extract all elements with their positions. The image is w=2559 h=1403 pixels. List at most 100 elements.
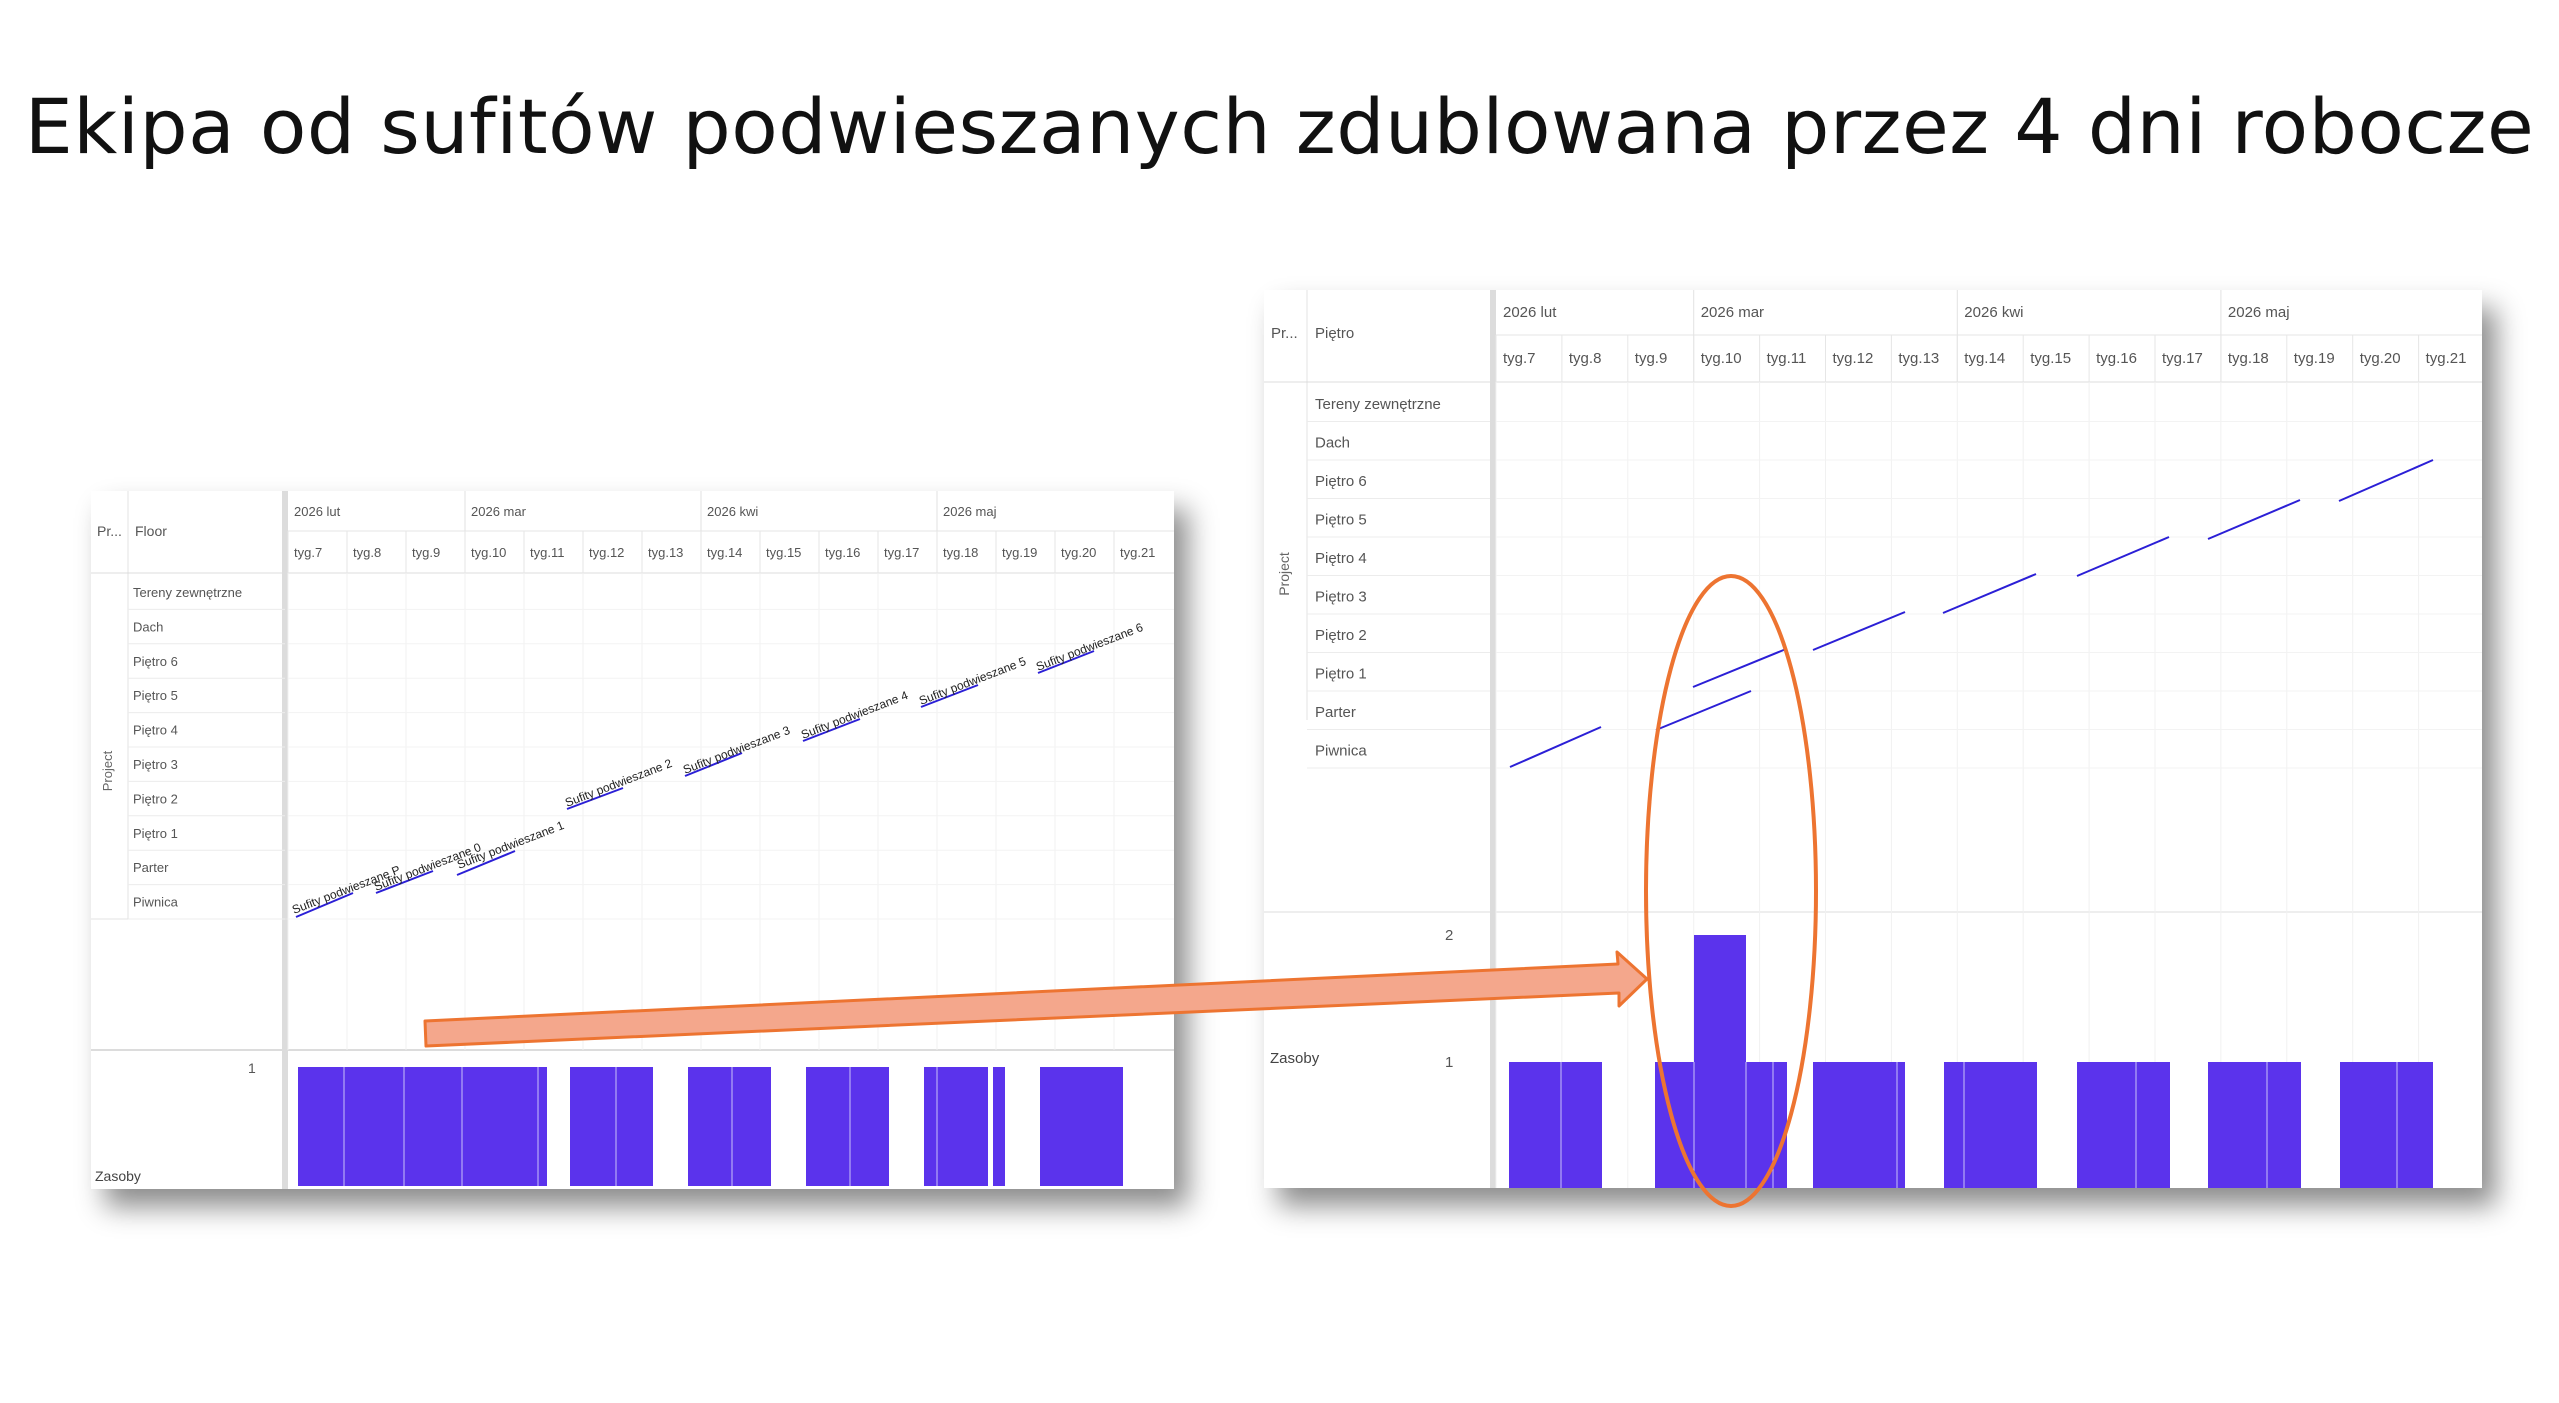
task-link-segment[interactable] bbox=[684, 752, 743, 777]
week-header: tyg.8 bbox=[1569, 350, 1602, 367]
floor-row-label: Piętro 1 bbox=[133, 826, 178, 841]
month-header: 2026 kwi bbox=[707, 504, 758, 519]
task-label[interactable]: Sufity podwieszane 5 bbox=[917, 654, 1028, 708]
week-header: tyg.16 bbox=[2096, 350, 2137, 367]
floor-row-label: Piętro 2 bbox=[133, 791, 178, 806]
floor-row-label: Tereny zewnętrzne bbox=[1315, 396, 1441, 413]
task-link-segment[interactable] bbox=[295, 892, 354, 918]
week-header: tyg.16 bbox=[825, 545, 860, 560]
floor-row-label: Piętro 1 bbox=[1315, 666, 1367, 683]
floor-row-label: Piętro 6 bbox=[133, 654, 178, 669]
task-link-segment[interactable] bbox=[566, 787, 624, 810]
task-link-segment[interactable] bbox=[375, 870, 434, 894]
task-link-segment[interactable] bbox=[802, 718, 861, 742]
resource-bar[interactable] bbox=[1813, 1062, 1905, 1188]
floor-row-label: Dach bbox=[1315, 435, 1350, 452]
resource-bar[interactable] bbox=[2077, 1062, 2170, 1188]
floor-column-header[interactable]: Piętro bbox=[1315, 325, 1354, 342]
task-link-segment[interactable] bbox=[2207, 499, 2301, 540]
resource-bar[interactable] bbox=[298, 1067, 547, 1186]
task-link-segment[interactable] bbox=[2076, 536, 2170, 577]
week-header: tyg.8 bbox=[353, 545, 381, 560]
week-header: tyg.9 bbox=[412, 545, 440, 560]
week-header: tyg.12 bbox=[589, 545, 624, 560]
resource-bar[interactable] bbox=[2208, 1062, 2301, 1188]
task-link-segment[interactable] bbox=[1655, 690, 1752, 731]
week-header: tyg.7 bbox=[1503, 350, 1536, 367]
week-header: tyg.19 bbox=[2294, 350, 2335, 367]
month-header: 2026 mar bbox=[471, 504, 527, 519]
month-header: 2026 maj bbox=[943, 504, 997, 519]
floor-row-label: Piwnica bbox=[1315, 743, 1367, 760]
task-link-segment[interactable] bbox=[920, 684, 979, 708]
week-header: tyg.12 bbox=[1833, 350, 1874, 367]
resource-bar[interactable] bbox=[1040, 1067, 1123, 1186]
week-header: tyg.13 bbox=[1898, 350, 1939, 367]
week-header: tyg.10 bbox=[1701, 350, 1742, 367]
month-header: 2026 lut bbox=[294, 504, 341, 519]
floor-row-label: Dach bbox=[133, 619, 163, 634]
week-header: tyg.11 bbox=[530, 545, 564, 560]
week-header: tyg.14 bbox=[1964, 350, 2005, 367]
floor-row-label: Piętro 5 bbox=[133, 688, 178, 703]
week-header: tyg.11 bbox=[1767, 350, 1807, 367]
week-header: tyg.15 bbox=[2030, 350, 2071, 367]
resource-bar[interactable] bbox=[1944, 1062, 2037, 1188]
week-header: tyg.7 bbox=[294, 545, 322, 560]
slide-title: Ekipa od sufitów podwieszanych zdublowan… bbox=[24, 82, 2535, 171]
floor-row-label: Piwnica bbox=[133, 895, 179, 910]
resource-bar-peak[interactable] bbox=[1694, 935, 1746, 1063]
resource-bar[interactable] bbox=[924, 1067, 988, 1186]
resource-bar[interactable] bbox=[2340, 1062, 2433, 1188]
week-header: tyg.14 bbox=[707, 545, 742, 560]
week-header: tyg.21 bbox=[2426, 350, 2467, 367]
floor-column-header[interactable]: Floor bbox=[135, 523, 167, 539]
week-header: tyg.9 bbox=[1635, 350, 1668, 367]
gantt-chart-after: Pr... Piętro Project 2026 lut 2026 mar 202… bbox=[1264, 290, 2482, 1188]
resource-bar[interactable] bbox=[993, 1067, 1005, 1186]
floor-row-label: Tereny zewnętrzne bbox=[133, 585, 242, 600]
week-header: tyg.20 bbox=[1061, 545, 1096, 560]
resource-bar[interactable] bbox=[570, 1067, 653, 1186]
task-link-segment[interactable] bbox=[1037, 650, 1095, 674]
project-column-header[interactable]: Pr... bbox=[1271, 325, 1298, 342]
task-link-segment[interactable] bbox=[1942, 573, 2037, 614]
task-link-segment[interactable] bbox=[1509, 726, 1602, 768]
week-header: tyg.17 bbox=[2162, 350, 2203, 367]
floor-row-label: Piętro 6 bbox=[1315, 473, 1367, 490]
project-side-label: Project bbox=[100, 750, 115, 791]
task-label[interactable]: Sufity podwieszane 6 bbox=[1034, 620, 1145, 674]
floor-row-label: Piętro 3 bbox=[1315, 589, 1367, 606]
week-header: tyg.20 bbox=[2360, 350, 2401, 367]
task-link-segment[interactable] bbox=[1692, 648, 1787, 688]
resource-bar[interactable] bbox=[688, 1067, 771, 1186]
task-label[interactable]: Sufity podwieszane 4 bbox=[799, 688, 910, 742]
floor-row-label: Piętro 4 bbox=[133, 723, 178, 738]
month-header: 2026 maj bbox=[2228, 304, 2290, 321]
task-label[interactable]: Sufity podwieszane 3 bbox=[681, 723, 792, 777]
gantt-chart-before: Pr... Floor Project 2026 lut 2026 mar 2026… bbox=[91, 491, 1174, 1189]
task-label[interactable]: Sufity podwieszane 2 bbox=[563, 756, 674, 810]
floor-row-label: Piętro 2 bbox=[1315, 627, 1367, 644]
task-link-segment[interactable] bbox=[1812, 611, 1906, 651]
week-header: tyg.21 bbox=[1120, 545, 1155, 560]
resources-label: Zasoby bbox=[1270, 1050, 1320, 1067]
project-side-label: Project bbox=[1276, 552, 1292, 596]
floor-row-label: Piętro 4 bbox=[1315, 550, 1367, 567]
week-header: tyg.19 bbox=[1002, 545, 1037, 560]
resource-bar[interactable] bbox=[1655, 1062, 1787, 1188]
floor-row-label: Parter bbox=[133, 860, 169, 875]
project-column-header[interactable]: Pr... bbox=[97, 523, 122, 539]
resource-bar[interactable] bbox=[806, 1067, 889, 1186]
month-header: 2026 lut bbox=[1503, 304, 1557, 321]
resource-bar[interactable] bbox=[1509, 1062, 1602, 1188]
resource-axis-tick-2: 2 bbox=[1445, 927, 1453, 944]
week-header: tyg.15 bbox=[766, 545, 801, 560]
gantt-screenshot-after: Pr... Piętro Project 2026 lut 2026 mar 202… bbox=[1264, 290, 2482, 1188]
task-link-segment[interactable] bbox=[2338, 459, 2434, 502]
month-header: 2026 kwi bbox=[1964, 304, 2023, 321]
week-header: tyg.10 bbox=[471, 545, 506, 560]
resources-label: Zasoby bbox=[95, 1168, 141, 1184]
week-header: tyg.13 bbox=[648, 545, 683, 560]
task-link-segment[interactable] bbox=[456, 850, 516, 876]
